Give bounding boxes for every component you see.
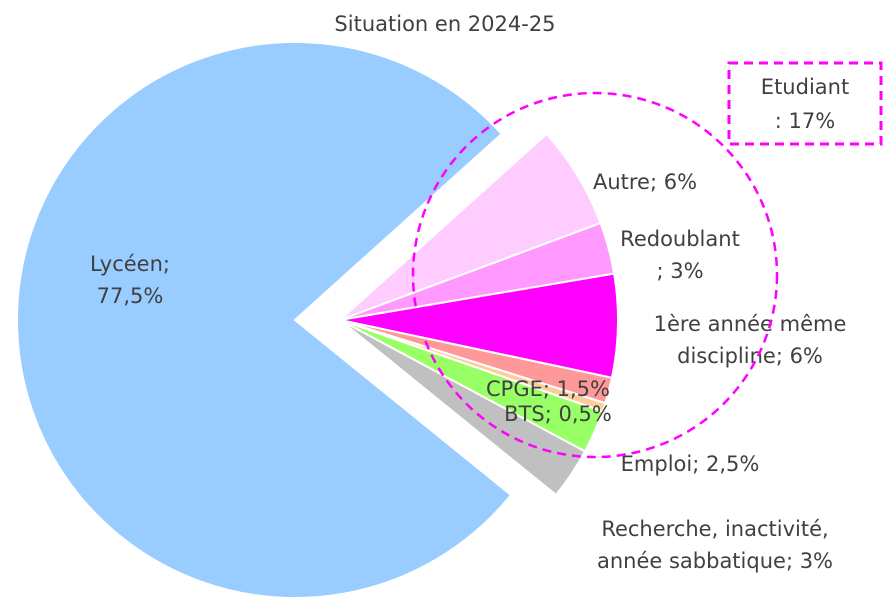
data-label: Recherche, inactivité,	[601, 517, 828, 541]
annotation-text: Etudiant	[761, 75, 849, 99]
data-label: Autre; 6%	[593, 170, 697, 194]
data-label: année sabbatique; 3%	[597, 549, 833, 573]
data-label: 77,5%	[97, 284, 164, 308]
data-label: CPGE; 1,5%	[486, 377, 610, 401]
annotation-box	[727, 61, 883, 146]
data-label: Emploi; 2,5%	[621, 452, 760, 476]
annotation-circle	[411, 91, 779, 459]
data-label: 1ère année même	[654, 312, 847, 336]
data-label: BTS; 0,5%	[504, 402, 612, 426]
pie-slice	[16, 41, 513, 599]
data-label: Redoublant	[620, 227, 740, 251]
data-label: ; 3%	[656, 259, 703, 283]
data-label: discipline; 6%	[677, 344, 823, 368]
chart-title: Situation en 2024-25	[334, 12, 555, 36]
data-label: Lycéen;	[90, 252, 170, 276]
pie-slice	[339, 319, 587, 497]
annotation-text: : 17%	[775, 109, 835, 133]
